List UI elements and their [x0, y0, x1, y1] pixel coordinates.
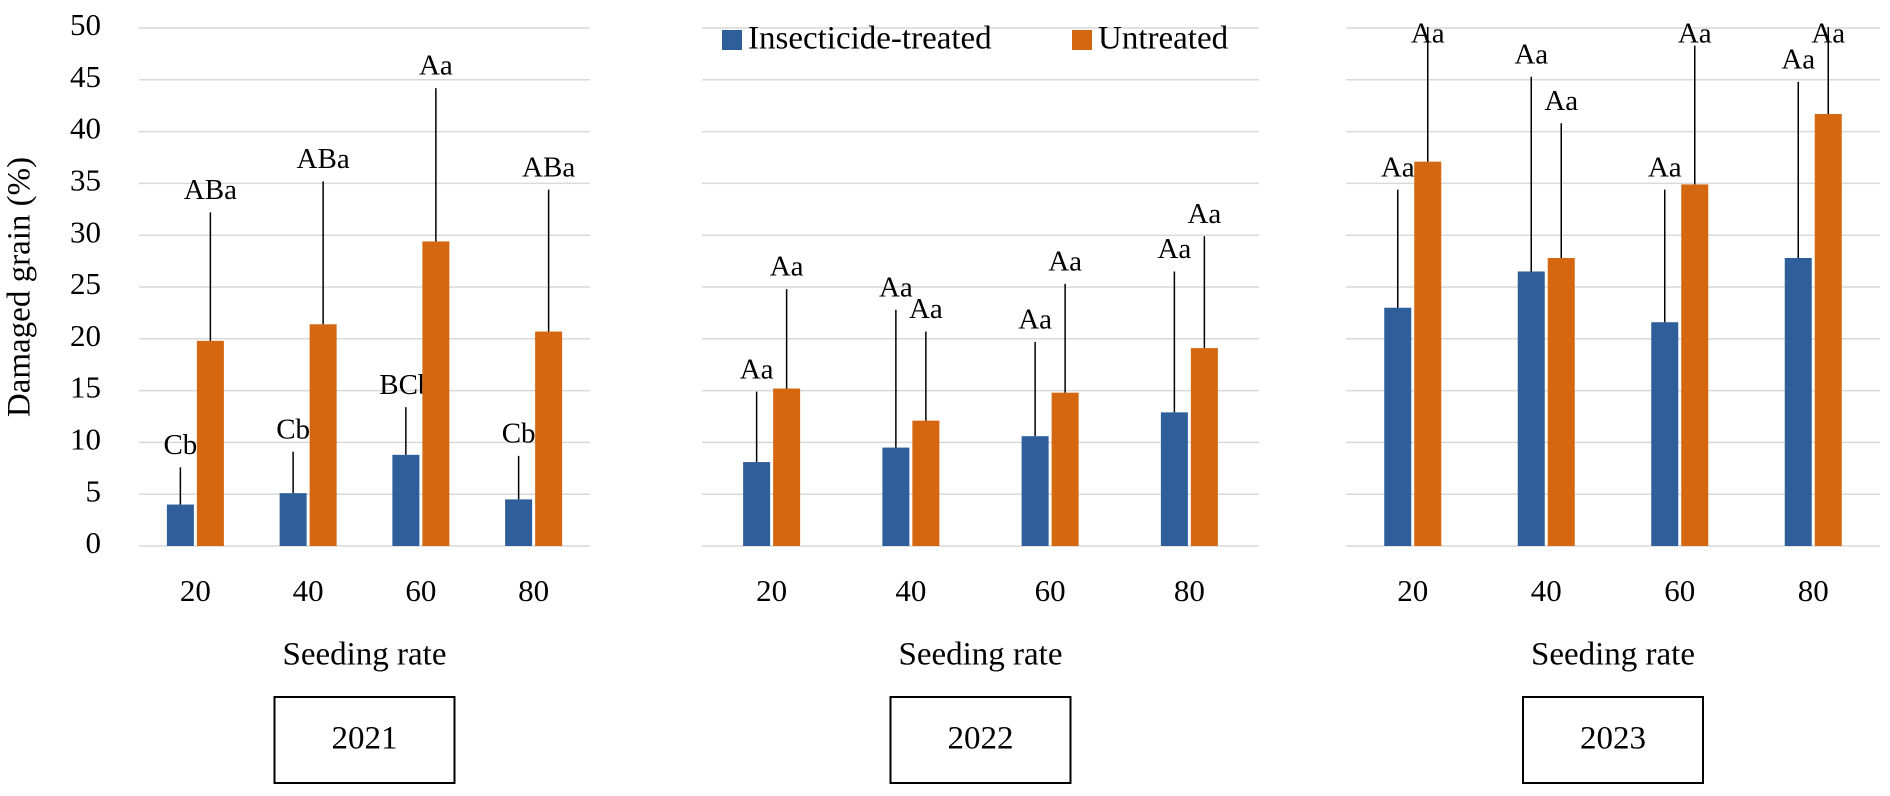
x-tick-label: 80 — [518, 573, 549, 608]
y-tick-label: 45 — [70, 59, 101, 94]
significance-label: Aa — [1018, 304, 1052, 336]
y-tick-label: 15 — [70, 370, 101, 405]
panel-box — [273, 696, 456, 784]
bar — [743, 462, 771, 546]
y-tick-label: 0 — [86, 525, 102, 560]
bar — [166, 504, 194, 546]
significance-label: Aa — [1187, 198, 1221, 230]
bar — [505, 499, 533, 546]
y-tick-label: 20 — [70, 318, 101, 353]
significance-label: Cb — [502, 418, 536, 450]
bar — [1384, 307, 1412, 546]
x-tick-label: 40 — [1531, 573, 1562, 608]
significance-label: Aa — [1514, 38, 1548, 70]
significance-label: ABa — [184, 174, 237, 206]
y-tick-label: 50 — [70, 7, 101, 42]
x-axis-title: Seeding rate — [1531, 637, 1695, 673]
bar — [773, 388, 801, 546]
bar — [422, 241, 450, 546]
y-tick-label: 40 — [70, 111, 101, 146]
bar — [1190, 348, 1218, 546]
panel-label: 2021 — [332, 721, 398, 757]
x-axis-title: Seeding rate — [898, 637, 1062, 673]
bar — [1547, 257, 1575, 546]
panel: 0 5 10 15 20 25 30 35 40 45 50 Damaged grain (%) 20 C… — [2, 7, 590, 784]
significance-label: Aa — [909, 293, 943, 325]
x-tick-label: 60 — [1664, 573, 1695, 608]
significance-label: Aa — [1411, 18, 1445, 50]
x-tick-label: 80 — [1798, 573, 1829, 608]
panel-label: 2022 — [948, 721, 1014, 757]
x-tick-label: 20 — [756, 573, 787, 608]
legend-label: Insecticide-treated — [748, 21, 992, 57]
significance-label: Aa — [1381, 151, 1415, 183]
bar — [882, 447, 910, 546]
bar — [1784, 257, 1812, 546]
bar — [196, 340, 224, 546]
bar — [392, 454, 420, 546]
bar — [309, 324, 337, 546]
panel-box — [889, 696, 1072, 784]
bar — [535, 331, 563, 546]
bar — [912, 420, 940, 546]
bar — [1021, 436, 1049, 546]
legend-swatch — [1072, 30, 1092, 50]
legend-label: Untreated — [1098, 21, 1229, 57]
y-axis-title: Damaged grain (%) — [2, 157, 38, 417]
significance-label: Aa — [740, 353, 774, 385]
panel-label: 2023 — [1580, 721, 1646, 757]
significance-label: Cb — [163, 429, 197, 461]
significance-label: Aa — [879, 271, 913, 303]
significance-label: ABa — [522, 151, 575, 183]
significance-label: Aa — [1781, 44, 1815, 76]
y-tick-label: 30 — [70, 214, 101, 249]
bar — [279, 493, 307, 546]
bar — [1651, 322, 1679, 546]
x-tick-label: 20 — [180, 573, 211, 608]
y-tick-label: 5 — [86, 473, 102, 508]
y-tick-label: 35 — [70, 163, 101, 198]
y-tick-label: 10 — [70, 422, 101, 457]
significance-label: Aa — [1811, 18, 1845, 50]
x-tick-label: 40 — [895, 573, 926, 608]
significance-label: ABa — [297, 143, 350, 175]
x-tick-label: 80 — [1174, 573, 1205, 608]
y-tick-label: 25 — [70, 266, 101, 301]
x-tick-label: 60 — [405, 573, 436, 608]
significance-label: Aa — [1648, 151, 1682, 183]
significance-label: Aa — [1048, 246, 1082, 278]
bar — [1681, 184, 1709, 546]
significance-label: Aa — [1544, 85, 1578, 117]
bar — [1160, 412, 1188, 546]
significance-label: Cb — [276, 413, 310, 445]
bar — [1051, 392, 1079, 546]
significance-label: Aa — [1678, 18, 1712, 50]
bar — [1517, 271, 1545, 546]
legend-swatch — [722, 30, 742, 50]
bar — [1814, 113, 1842, 546]
significance-label: Aa — [770, 251, 804, 283]
x-tick-label: 40 — [293, 573, 324, 608]
x-tick-label: 20 — [1397, 573, 1428, 608]
panel-box — [1522, 696, 1704, 784]
significance-label: Aa — [1157, 233, 1191, 265]
bar — [1414, 161, 1442, 547]
significance-label: Aa — [419, 50, 453, 82]
x-tick-label: 60 — [1035, 573, 1066, 608]
x-axis-title: Seeding rate — [282, 637, 446, 673]
